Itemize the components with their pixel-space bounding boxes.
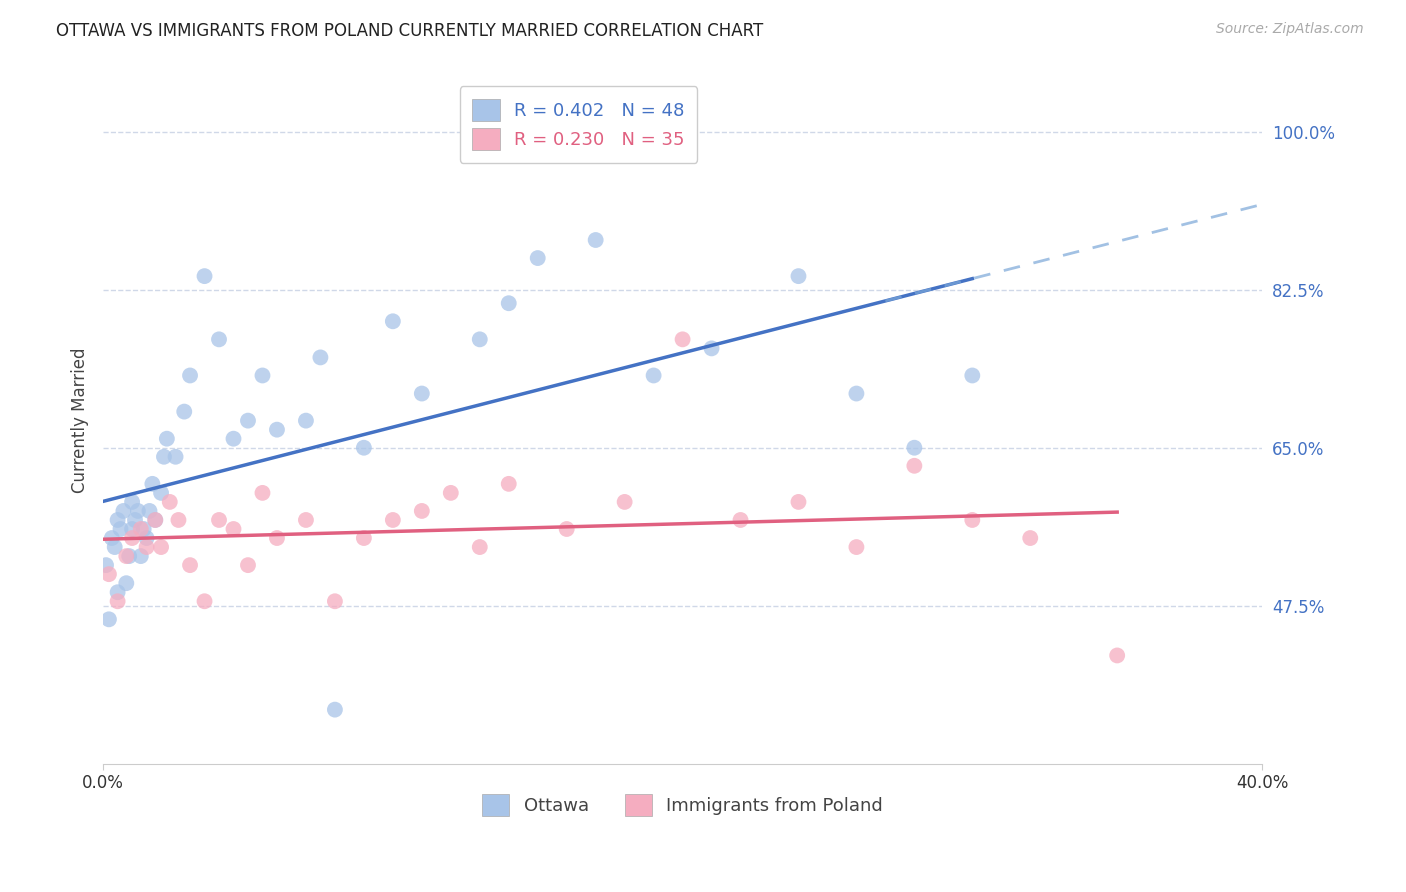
Point	[295, 414, 318, 428]
Point	[323, 703, 346, 717]
Point	[165, 450, 187, 464]
Point	[153, 450, 176, 464]
Point	[121, 531, 143, 545]
Point	[353, 441, 375, 455]
Point	[94, 558, 117, 573]
Point	[643, 368, 665, 383]
Point	[700, 342, 723, 356]
Point	[167, 513, 190, 527]
Point	[208, 513, 231, 527]
Point	[252, 486, 274, 500]
Point	[101, 531, 124, 545]
Point	[110, 522, 132, 536]
Point	[353, 531, 375, 545]
Point	[787, 495, 810, 509]
Point	[193, 269, 215, 284]
Point	[104, 540, 127, 554]
Legend: Ottawa, Immigrants from Poland: Ottawa, Immigrants from Poland	[475, 787, 890, 823]
Text: Source: ZipAtlas.com: Source: ZipAtlas.com	[1216, 22, 1364, 37]
Point	[252, 368, 274, 383]
Point	[129, 549, 152, 563]
Point	[193, 594, 215, 608]
Point	[845, 386, 868, 401]
Point	[381, 513, 404, 527]
Point	[295, 513, 318, 527]
Point	[107, 513, 129, 527]
Point	[411, 504, 433, 518]
Point	[903, 441, 925, 455]
Point	[787, 269, 810, 284]
Point	[141, 476, 163, 491]
Point	[613, 495, 636, 509]
Point	[97, 567, 120, 582]
Point	[222, 432, 245, 446]
Point	[179, 558, 201, 573]
Point	[129, 522, 152, 536]
Point	[159, 495, 181, 509]
Point	[526, 251, 548, 265]
Point	[143, 513, 166, 527]
Point	[411, 386, 433, 401]
Point	[150, 486, 173, 500]
Point	[156, 432, 179, 446]
Point	[845, 540, 868, 554]
Point	[115, 576, 138, 591]
Point	[585, 233, 607, 247]
Point	[132, 522, 155, 536]
Point	[107, 594, 129, 608]
Point	[236, 558, 259, 573]
Point	[468, 332, 491, 346]
Point	[962, 368, 984, 383]
Point	[222, 522, 245, 536]
Point	[208, 332, 231, 346]
Point	[135, 540, 157, 554]
Point	[143, 513, 166, 527]
Point	[440, 486, 463, 500]
Point	[903, 458, 925, 473]
Point	[498, 296, 520, 310]
Point	[179, 368, 201, 383]
Point	[150, 540, 173, 554]
Point	[135, 531, 157, 545]
Point	[468, 540, 491, 554]
Point	[127, 504, 149, 518]
Point	[118, 549, 141, 563]
Point	[173, 404, 195, 418]
Point	[112, 504, 135, 518]
Point	[555, 522, 578, 536]
Point	[266, 531, 288, 545]
Point	[309, 351, 332, 365]
Point	[498, 476, 520, 491]
Point	[1107, 648, 1129, 663]
Point	[138, 504, 160, 518]
Point	[671, 332, 693, 346]
Point	[730, 513, 752, 527]
Point	[115, 549, 138, 563]
Point	[381, 314, 404, 328]
Point	[266, 423, 288, 437]
Point	[1019, 531, 1042, 545]
Point	[121, 495, 143, 509]
Point	[962, 513, 984, 527]
Point	[97, 612, 120, 626]
Text: OTTAWA VS IMMIGRANTS FROM POLAND CURRENTLY MARRIED CORRELATION CHART: OTTAWA VS IMMIGRANTS FROM POLAND CURRENT…	[56, 22, 763, 40]
Point	[107, 585, 129, 599]
Point	[323, 594, 346, 608]
Point	[236, 414, 259, 428]
Point	[121, 522, 143, 536]
Point	[124, 513, 146, 527]
Y-axis label: Currently Married: Currently Married	[72, 348, 89, 493]
